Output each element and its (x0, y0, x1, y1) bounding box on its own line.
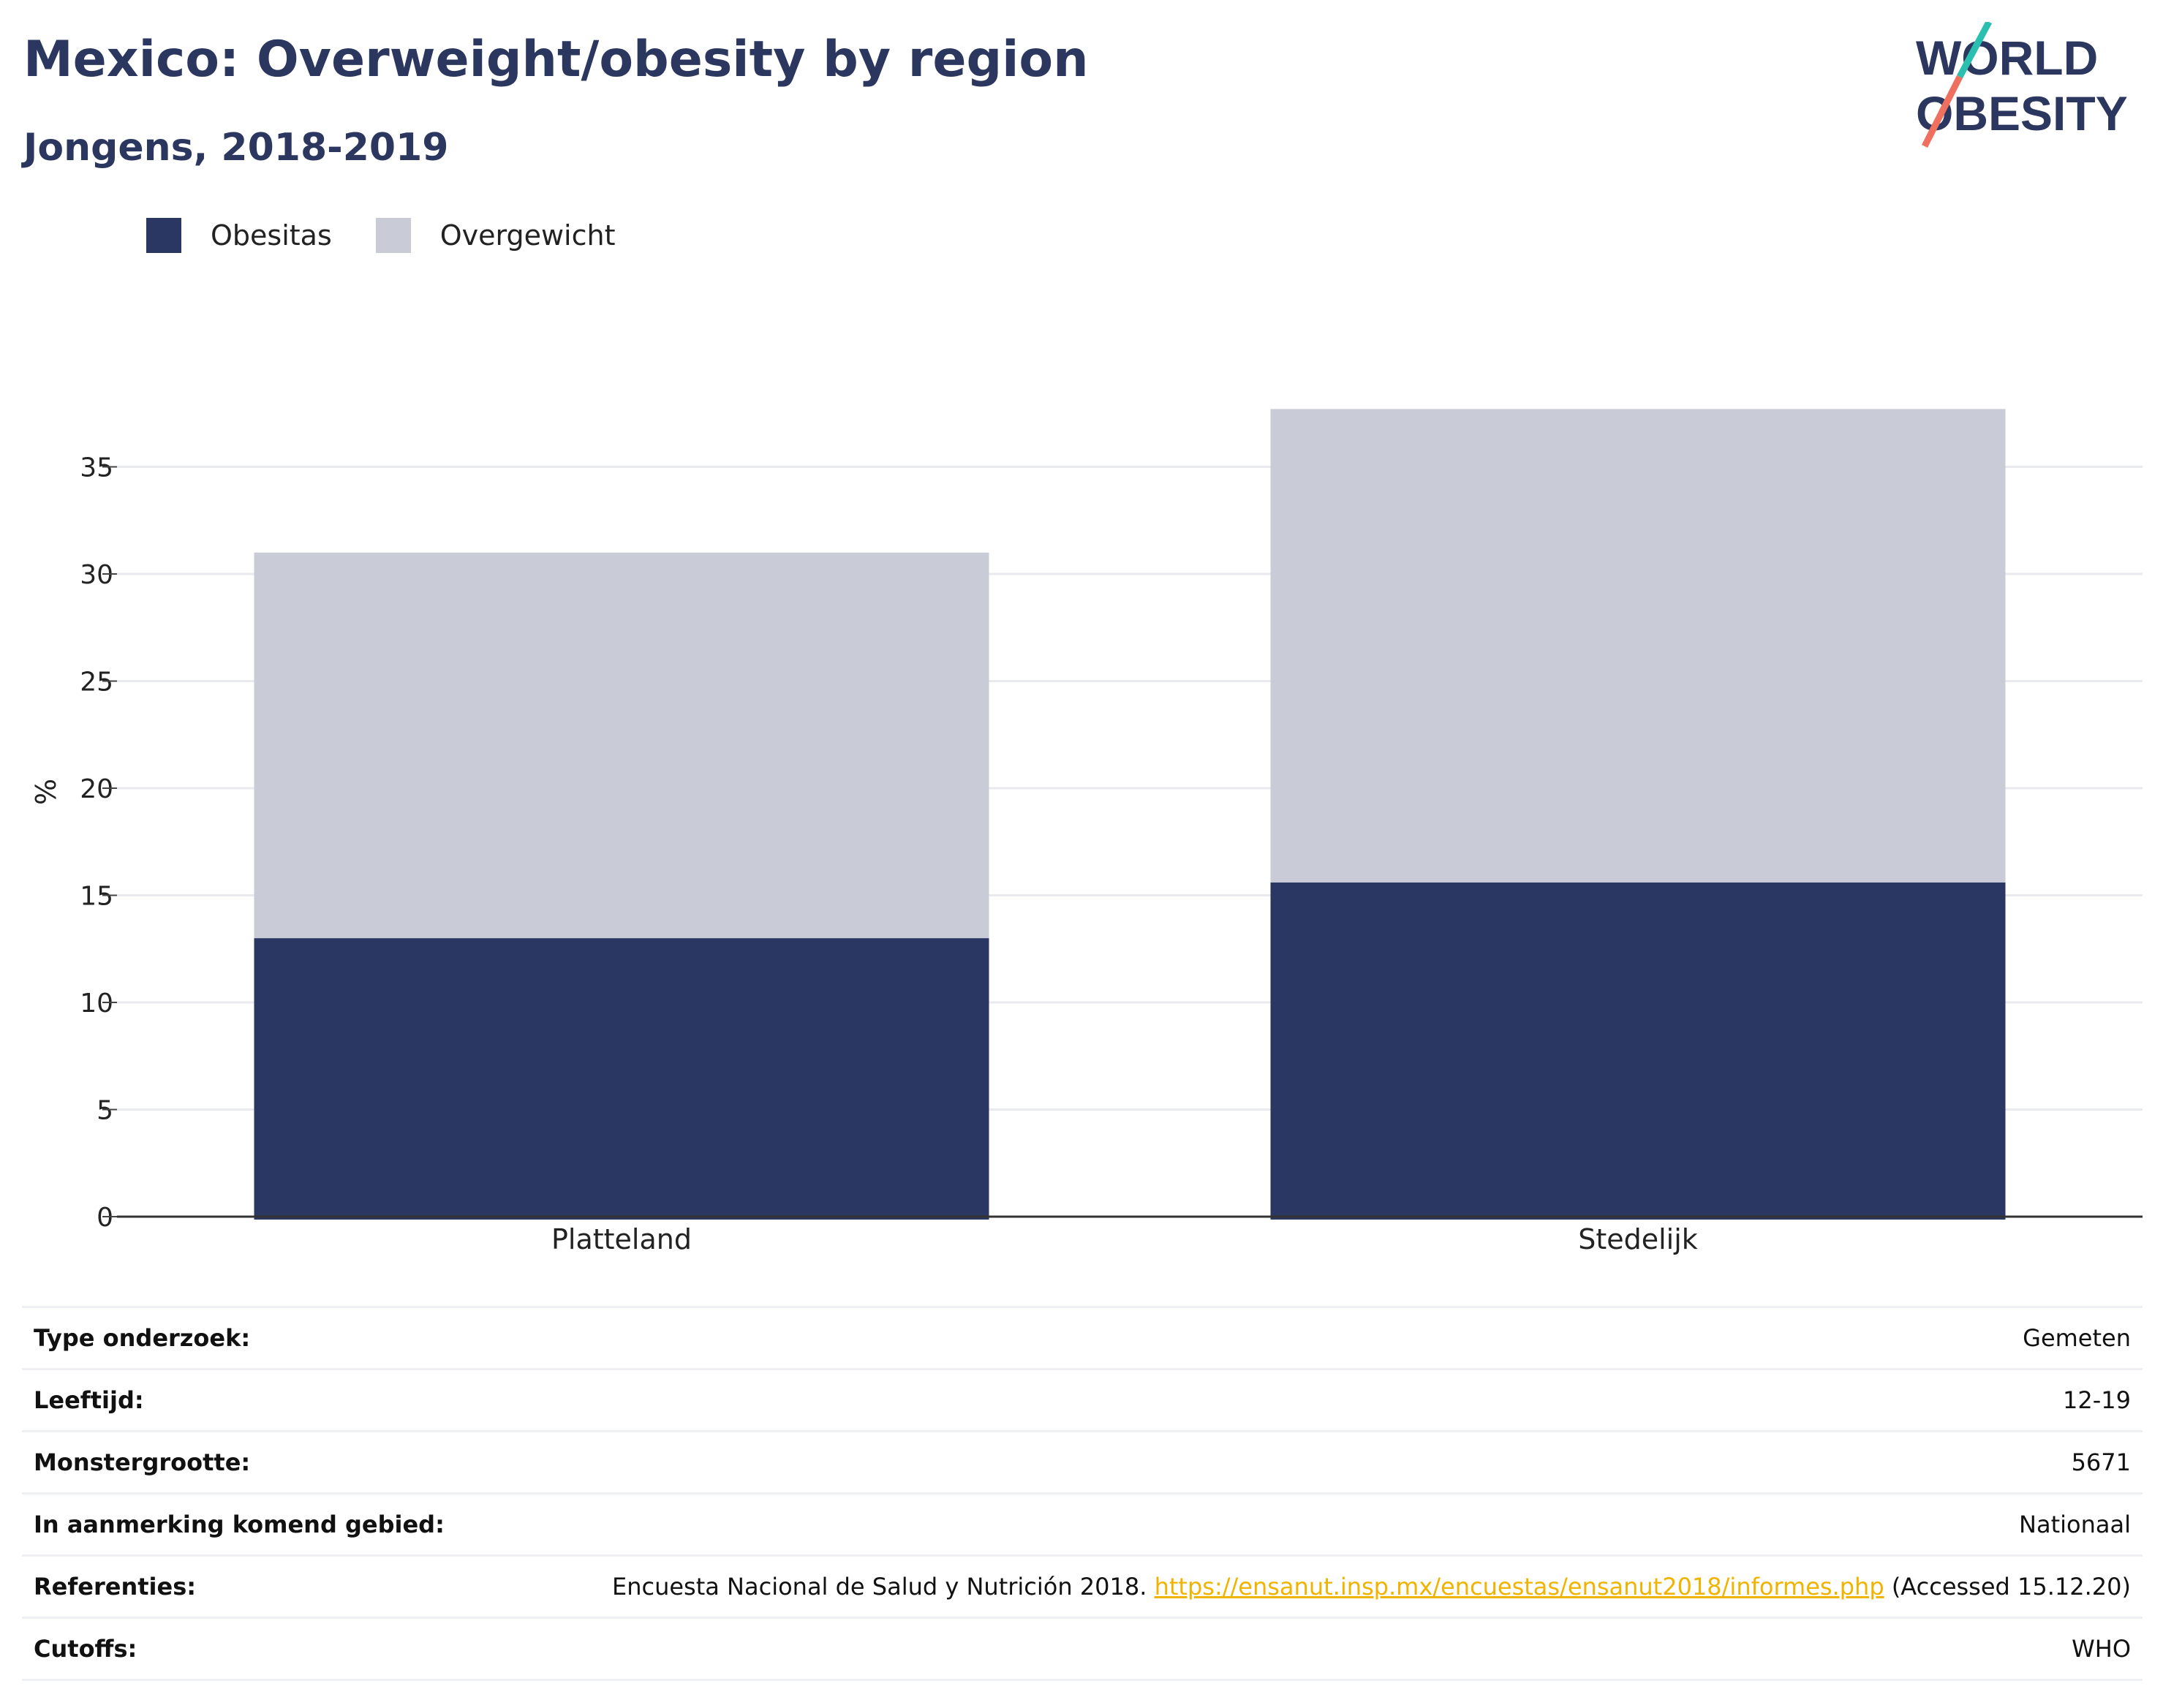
info-row-age: Leeftijd: 12-19 (22, 1368, 2143, 1430)
reference-text: Encuesta Nacional de Salud y Nutrición 2… (611, 1573, 1147, 1601)
info-label: Monstergrootte: (34, 1448, 251, 1476)
info-row-area: In aanmerking komend gebied: Nationaal (22, 1492, 2143, 1554)
info-value: 5671 (2071, 1448, 2131, 1476)
y-tick-label: 25 (80, 668, 113, 698)
y-tick-label: 0 (97, 1203, 113, 1233)
legend-swatch-obesitas (146, 218, 181, 253)
legend-label-overgewicht: Overgewicht (439, 219, 616, 252)
bar-overgewicht-platteland (254, 552, 989, 939)
bar-chart: 0 5 10 15 20 25 30 35% Platteland Stedelijk (30, 409, 2143, 1255)
info-value: Gemeten (2023, 1324, 2131, 1352)
info-row-references: Referenties: Encuesta Nacional de Salud … (22, 1554, 2143, 1617)
info-label: In aanmerking komend gebied: (34, 1511, 445, 1538)
reference-link[interactable]: https://ensanut.insp.mx/encuestas/ensanu… (1154, 1573, 1884, 1601)
chart-legend: Obesitas Overgewicht (146, 218, 660, 253)
world-obesity-logo: WORLD OBESITY (1916, 22, 2128, 148)
info-label: Cutoffs: (34, 1635, 137, 1663)
info-value: Encuesta Nacional de Salud y Nutrición 2… (612, 1573, 2143, 1601)
y-tick-label: 30 (80, 560, 113, 590)
y-tick-label: 5 (97, 1096, 113, 1126)
bar-obesitas-stedelijk (1270, 882, 2006, 1220)
info-row-type: Type onderzoek: Gemeten (22, 1306, 2143, 1368)
x-tick-label: Stedelijk (1578, 1223, 1698, 1255)
y-tick-label: 15 (80, 882, 113, 912)
legend-item-overgewicht[interactable]: Overgewicht (375, 218, 616, 253)
page-title: Mexico: Overweight/obesity by region (23, 31, 1089, 88)
info-label: Referenties: (34, 1573, 197, 1601)
info-value: Nationaal (2019, 1511, 2131, 1538)
page-subtitle: Jongens, 2018-2019 (23, 126, 449, 170)
y-axis-label: % (30, 779, 62, 805)
info-label: Leeftijd: (34, 1386, 144, 1414)
y-tick-label: 35 (80, 453, 113, 483)
info-row-cutoffs: Cutoffs: WHO (22, 1617, 2143, 1681)
info-value: WHO (2072, 1635, 2131, 1663)
x-tick-label: Platteland (551, 1223, 692, 1255)
reference-accessed: (Accessed 15.12.20) (1891, 1573, 2131, 1601)
info-table: Type onderzoek: Gemeten Leeftijd: 12-19 … (22, 1306, 2143, 1681)
legend-label-obesitas: Obesitas (211, 219, 332, 252)
legend-swatch-overgewicht (375, 218, 411, 253)
y-tick-label: 10 (80, 989, 113, 1019)
y-tick-label: 20 (80, 774, 113, 804)
svg-text:WORLD: WORLD (1916, 31, 2098, 85)
info-row-sample-size: Monstergrootte: 5671 (22, 1430, 2143, 1492)
bar-obesitas-platteland (254, 938, 989, 1220)
info-label: Type onderzoek: (34, 1324, 251, 1352)
legend-item-obesitas[interactable]: Obesitas (146, 218, 332, 253)
info-value: 12-19 (2063, 1386, 2131, 1414)
bar-overgewicht-stedelijk (1270, 409, 2006, 883)
